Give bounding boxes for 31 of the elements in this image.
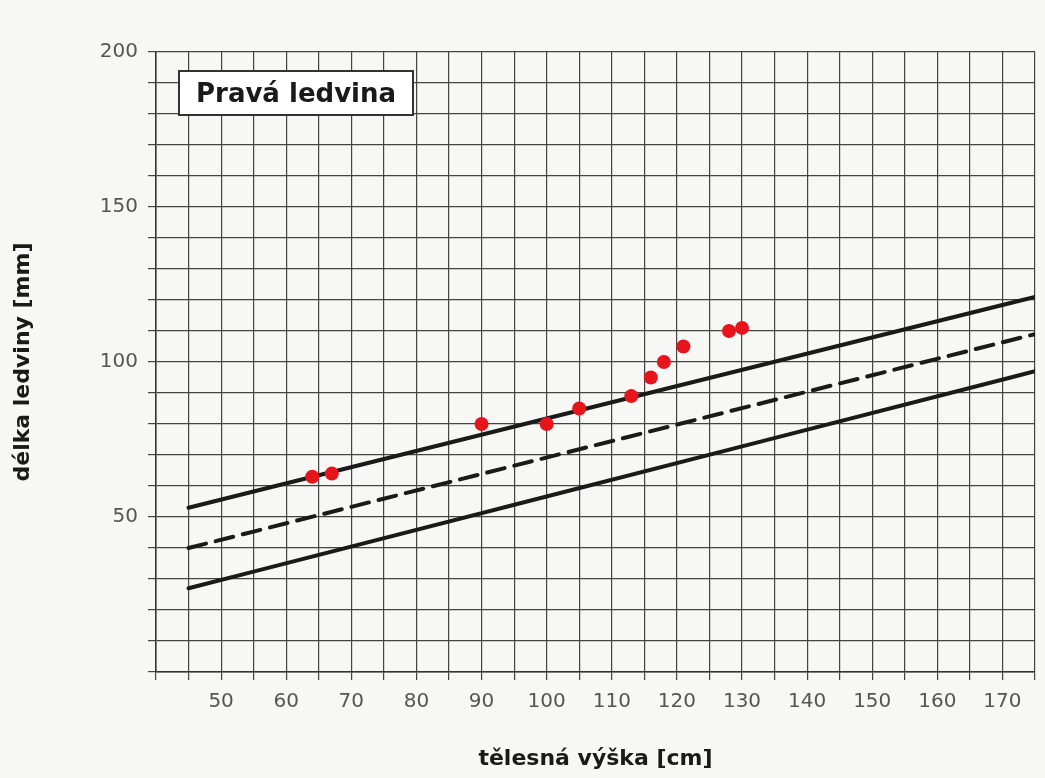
x-tick-label: 70 — [338, 688, 365, 713]
x-tick-label: 140 — [788, 688, 827, 713]
point — [676, 339, 691, 354]
y-tick-label: 50 — [112, 503, 138, 528]
y-tick-label: 100 — [99, 348, 138, 373]
x-tick-label: 90 — [468, 688, 495, 713]
point — [624, 389, 639, 404]
point — [643, 370, 658, 385]
point — [539, 417, 554, 431]
point — [474, 417, 489, 431]
y-tick-label: 200 — [99, 38, 138, 63]
x-axis-title: tělesná výška [cm] — [478, 744, 713, 770]
point — [572, 401, 587, 416]
x-tick-label: 160 — [918, 688, 957, 713]
x-tick-label: 150 — [853, 688, 892, 713]
y-axis-title: délka ledviny [mm] — [8, 242, 34, 482]
x-tick-label: 100 — [527, 688, 566, 713]
x-tick-label: 170 — [983, 688, 1022, 713]
x-tick-label: 50 — [208, 688, 234, 713]
x-tick-label: 60 — [273, 688, 299, 713]
y-tick-label: 150 — [99, 193, 138, 218]
point — [721, 324, 736, 338]
x-tick-label: 120 — [657, 688, 696, 713]
point — [324, 466, 339, 481]
point — [656, 355, 671, 369]
point — [735, 320, 749, 335]
point — [305, 469, 320, 484]
x-tick-label: 80 — [403, 688, 430, 713]
x-tick-label: 130 — [722, 688, 762, 713]
x-tick-label: 110 — [592, 688, 631, 713]
text: Pravá ledvina — [178, 70, 415, 116]
